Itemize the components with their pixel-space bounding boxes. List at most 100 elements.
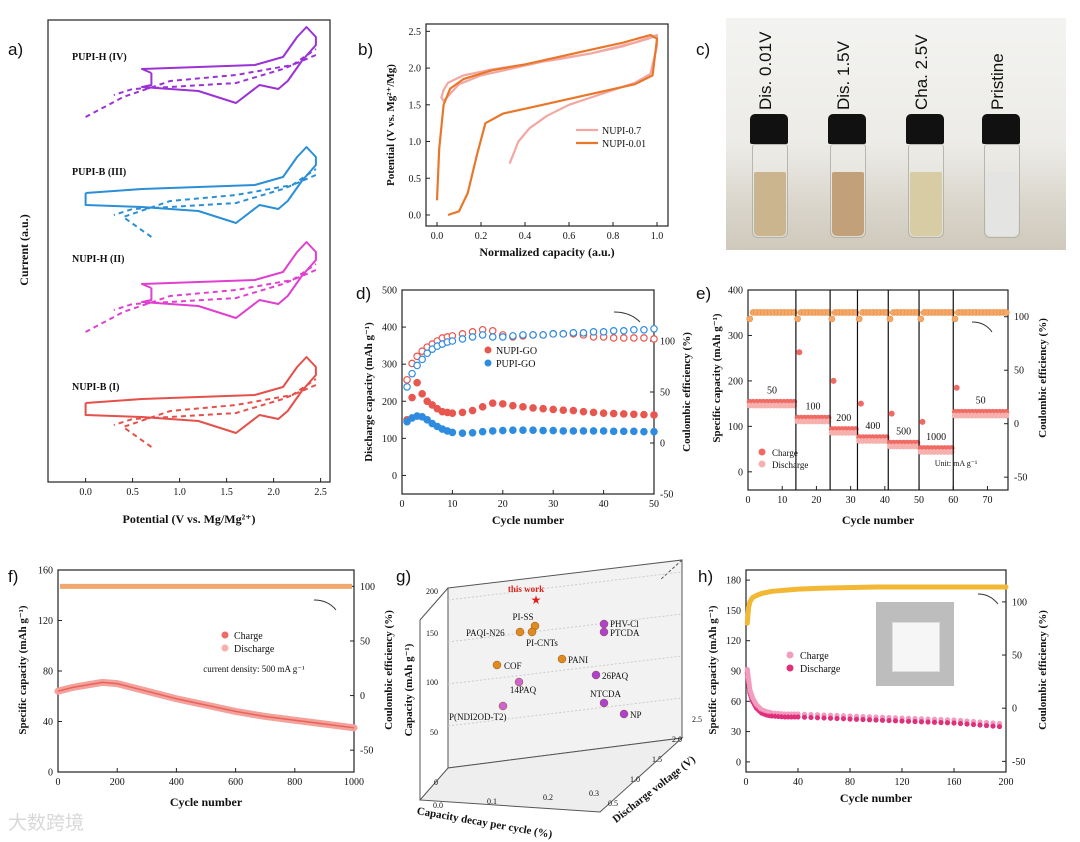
chart-h-ytick-label: 150 xyxy=(726,606,741,617)
chart-g-point xyxy=(514,677,524,687)
chart-d-point xyxy=(650,335,658,343)
chart-d-point xyxy=(609,409,618,418)
chart-b-ylabel: Potential (V vs. Mg²⁺/Mg) xyxy=(385,64,397,186)
vial-body xyxy=(984,144,1020,238)
chart-g-point-label: COF xyxy=(504,661,522,671)
chart-g-point-label: PANI xyxy=(568,655,588,665)
chart-e-y2label: Coulombic efficiency (%) xyxy=(1037,318,1049,438)
chart-f-ylabel: Specific capacity (mAh g⁻¹) xyxy=(17,605,29,735)
chart-d-point xyxy=(619,334,628,342)
chart-d-y2tick-label: 100 xyxy=(660,337,675,348)
chart-h-discharge-point xyxy=(938,719,944,726)
chart-a-curve-dash2-2 xyxy=(113,269,317,311)
chart-g-point-label: PHV-Cl xyxy=(610,619,639,629)
chart-d-point xyxy=(448,409,457,417)
chart-g-point xyxy=(515,627,525,637)
chart-d-point xyxy=(529,404,537,412)
chart-e-ylabel: Specific capacity (mAh g⁻¹) xyxy=(711,313,723,443)
chart-d-point xyxy=(519,331,527,339)
chart-b-ytick-label: 0.5 xyxy=(409,174,422,185)
chart-f-xtick-label: 600 xyxy=(228,777,243,788)
chart-h-xtick-label: 200 xyxy=(999,777,1014,788)
chart-a-curve-dash-1 xyxy=(122,168,317,238)
chart-g-point xyxy=(527,627,537,637)
chart-h-discharge-point xyxy=(931,719,938,725)
chart-d-frame xyxy=(401,289,655,495)
chart-h-discharge-point xyxy=(795,714,801,720)
chart-d-xtick-label: 20 xyxy=(498,499,508,510)
chart-g-point xyxy=(557,654,567,664)
chart-h-legend-marker xyxy=(786,664,794,672)
chart-g-xtick-label: 0.0 xyxy=(433,801,443,810)
vial-cap xyxy=(828,114,866,144)
chart-e-ytick-label: 100 xyxy=(728,422,743,433)
chart-d-point xyxy=(589,328,598,336)
chart-h-ytick-label: 180 xyxy=(726,576,741,587)
chart-g-point xyxy=(498,701,508,711)
watermark: 大数跨境 xyxy=(8,812,85,834)
chart-a-curve-solid-3 xyxy=(84,356,317,434)
chart-e-spike-point xyxy=(830,377,837,384)
chart-d-point xyxy=(488,326,497,335)
chart-d-point xyxy=(488,333,497,341)
chart-d-point xyxy=(619,410,628,418)
vial-liquid xyxy=(986,172,1018,236)
chart-f-xtick-label: 200 xyxy=(110,777,125,788)
chart-e-xlabel: Cycle number xyxy=(842,513,915,527)
vial-body xyxy=(752,144,788,238)
chart-f-y2tick-label: 0 xyxy=(360,691,365,702)
chart-d-xtick-label: 40 xyxy=(599,499,609,510)
chart-h-y2tick-label: 0 xyxy=(1012,704,1017,715)
chart-h-discharge-point xyxy=(886,717,892,724)
chart-d-point xyxy=(498,426,507,435)
chart-d-point xyxy=(579,329,588,337)
chart-d-point xyxy=(403,383,411,391)
chart-h-discharge-point xyxy=(860,716,866,723)
chart-g-point-label: PI-CNTs xyxy=(526,638,558,648)
chart-h-discharge-point xyxy=(821,715,827,721)
chart-d-point xyxy=(519,426,527,435)
chart-a-xtick-label: 2.5 xyxy=(314,487,327,498)
chart-e-ytick-label: 400 xyxy=(728,286,743,297)
chart-g-point-label: 14PAQ xyxy=(510,685,537,695)
chart-g-point-label: PI-SS xyxy=(512,612,533,622)
chart-d-point xyxy=(599,328,608,336)
chart-b-ytick-label: 2.0 xyxy=(409,64,422,75)
chart-b-ytick-label: 1.5 xyxy=(409,100,422,111)
vial-liquid xyxy=(832,172,864,236)
vial-liquid xyxy=(754,172,786,236)
chart-h-discharge-point xyxy=(853,716,860,722)
chart-d-point xyxy=(630,427,638,436)
chart-e-xtick-label: 70 xyxy=(982,495,992,506)
chart-g-back-wall xyxy=(447,559,683,769)
chart-d-ytick-label: 300 xyxy=(382,360,397,371)
chart-a-xtick-label: 0.5 xyxy=(126,487,139,498)
chart-f-legend-marker xyxy=(221,631,229,639)
chart-e-eff-point xyxy=(886,315,894,323)
chart-a-series-label: NUPI-H (II) xyxy=(72,254,125,265)
chart-d-point xyxy=(488,427,497,435)
chart-h-discharge-point xyxy=(840,716,847,722)
chart-d-point xyxy=(448,337,457,345)
chart-e-discharge-point xyxy=(1003,412,1010,419)
chart-d-point xyxy=(529,331,537,339)
chart-g-grid xyxy=(447,697,683,727)
chart-d-point xyxy=(423,416,432,424)
chart-g-point-label: P(NDI2OD-T2) xyxy=(449,712,507,722)
chart-h-y2tick-label: 100 xyxy=(1012,597,1027,608)
chart-e-frame xyxy=(747,289,1009,491)
chart-g-xlabel: Capacity decay per cycle (%) xyxy=(416,805,554,841)
chart-a-series-label: NUPI-B (I) xyxy=(72,382,120,393)
chart-f-xtick-label: 800 xyxy=(287,777,302,788)
chart-g-ztick-label: 2.0 xyxy=(672,735,682,744)
chart-h-discharge-point xyxy=(996,723,1003,730)
chart-g-point-label: PAQI-N26 xyxy=(466,628,505,638)
chart-d-point xyxy=(640,410,648,419)
chart-g-point xyxy=(599,627,609,637)
chart-f-xtick-label: 400 xyxy=(169,777,184,788)
chart-d-point xyxy=(619,326,628,335)
chart-e-xtick-label: 40 xyxy=(880,495,890,506)
chart-e-eff-point xyxy=(1002,309,1010,316)
chart-d-ytick-label: 0 xyxy=(392,471,397,482)
chart-d-point xyxy=(599,427,608,435)
